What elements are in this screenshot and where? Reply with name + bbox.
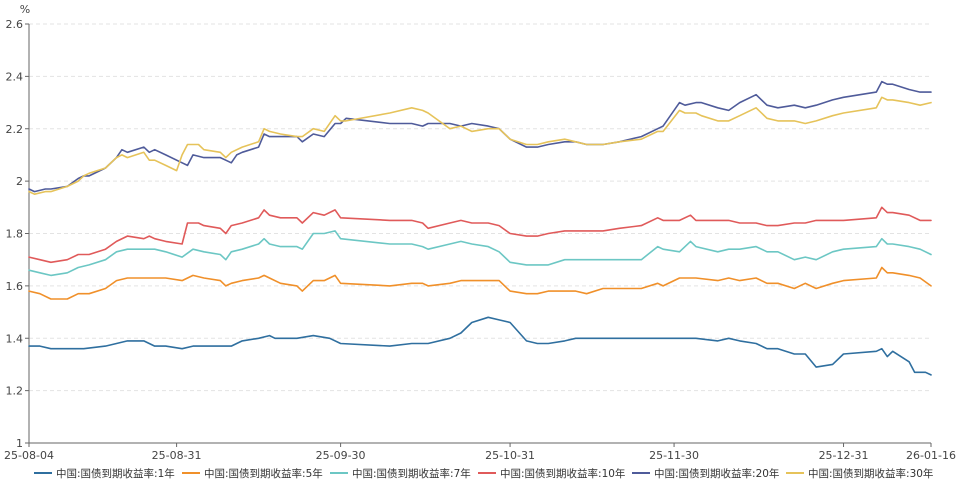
legend[interactable]: 中国:国债到期收益率:1年 中国:国债到期收益率:5年 中国:国债到期收益率:7年 中… [34,467,933,480]
y-unit-label: % [20,3,30,16]
legend-label: 中国:国债到期收益率:7年 [352,467,471,480]
legend-item-3[interactable]: 中国:国债到期收益率:10年 [478,467,625,480]
series-layer [28,80,932,376]
legend-label: 中国:国债到期收益率:1年 [56,467,175,480]
y-tick-label: 2 [16,175,23,188]
y-tick-label: 1.6 [6,280,24,293]
series-line-0 [28,316,932,376]
y-tick-label: 2.4 [6,70,24,83]
y-tick-label: 1.8 [6,228,24,241]
legend-label: 中国:国债到期收益率:10年 [500,467,625,480]
series-line-1 [28,266,932,300]
legend-item-2[interactable]: 中国:国债到期收益率:7年 [330,467,471,480]
x-tick-label: 25-09-30 [316,449,366,462]
x-tick-label: 25-10-31 [485,449,535,462]
y-tick-label: 2.2 [6,123,24,136]
x-tick-label: 25-11-30 [649,449,699,462]
y-tick-label: 1.2 [6,385,24,398]
grid-layer [29,23,931,392]
series-line-3 [28,206,932,264]
axis-layer: 1 1.2 1.4 1.6 1.8 2 2.2 2.4 2.6% 25-08-04 25-08-31… [4,3,956,462]
legend-item-5[interactable]: 中国:国债到期收益率:30年 [786,467,933,480]
x-tick-label: 25-12-31 [819,449,869,462]
y-tick-label: 1 [16,437,23,450]
x-tick-label: 25-08-31 [152,449,202,462]
series-line-5 [28,96,932,195]
legend-label: 中国:国债到期收益率:20年 [654,467,779,480]
y-tick-label: 1.4 [6,332,24,345]
legend-item-1[interactable]: 中国:国债到期收益率:5年 [182,467,323,480]
legend-item-4[interactable]: 中国:国债到期收益率:20年 [632,467,779,480]
series-line-4 [28,80,932,193]
legend-label: 中国:国债到期收益率:30年 [808,467,933,480]
x-tick-label: 26-01-16 [906,449,956,462]
legend-label: 中国:国债到期收益率:5年 [204,467,323,480]
x-tick-label: 25-08-04 [4,449,54,462]
series-line-2 [28,230,932,277]
legend-item-0[interactable]: 中国:国债到期收益率:1年 [34,467,175,480]
y-tick-label: 2.6 [6,18,24,31]
